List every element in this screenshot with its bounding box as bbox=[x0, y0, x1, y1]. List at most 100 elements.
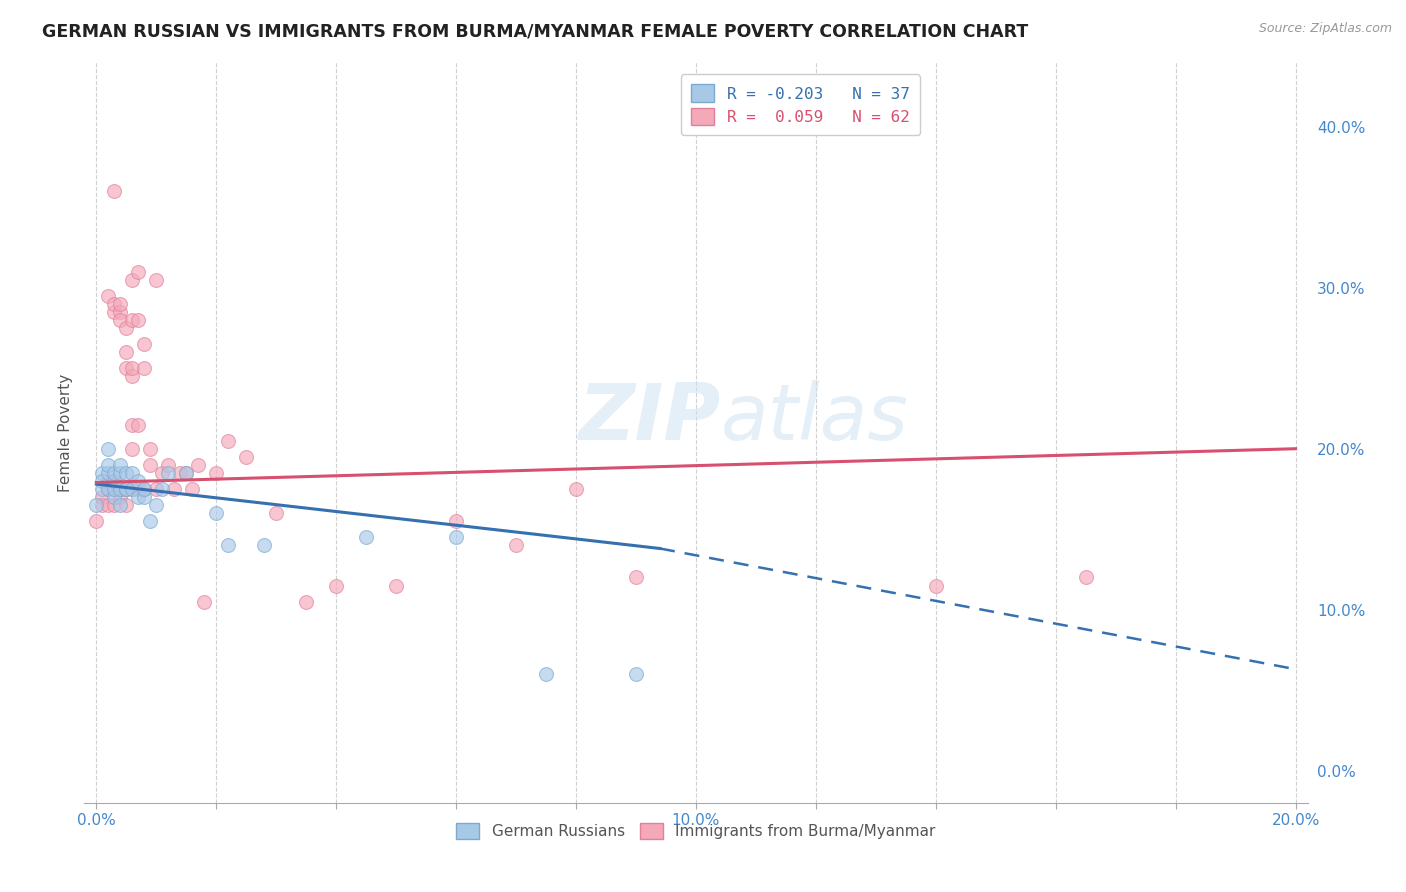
Point bbox=[444, 514, 467, 528]
Text: ZIP: ZIP bbox=[578, 380, 720, 456]
Point bbox=[127, 474, 149, 488]
Point bbox=[145, 273, 167, 287]
Point bbox=[127, 417, 149, 432]
Point bbox=[121, 482, 143, 496]
Point bbox=[110, 482, 132, 496]
Point bbox=[139, 442, 162, 456]
Point bbox=[264, 506, 287, 520]
Point bbox=[624, 570, 647, 584]
Point bbox=[91, 482, 114, 496]
Point bbox=[150, 466, 173, 480]
Point bbox=[134, 361, 156, 376]
Point bbox=[115, 482, 138, 496]
Point bbox=[295, 594, 318, 608]
Point bbox=[110, 466, 132, 480]
Point bbox=[97, 498, 120, 512]
Point bbox=[97, 482, 120, 496]
Point bbox=[115, 345, 138, 359]
Point bbox=[205, 466, 228, 480]
Legend: German Russians, Immigrants from Burma/Myanmar: German Russians, Immigrants from Burma/M… bbox=[449, 815, 943, 847]
Point bbox=[110, 482, 132, 496]
Point bbox=[127, 482, 149, 496]
Point bbox=[103, 184, 125, 198]
Point bbox=[145, 498, 167, 512]
Point bbox=[121, 466, 143, 480]
Text: GERMAN RUSSIAN VS IMMIGRANTS FROM BURMA/MYANMAR FEMALE POVERTY CORRELATION CHART: GERMAN RUSSIAN VS IMMIGRANTS FROM BURMA/… bbox=[42, 22, 1028, 40]
Point bbox=[103, 498, 125, 512]
Point bbox=[103, 490, 125, 504]
Point bbox=[505, 538, 527, 552]
Point bbox=[115, 482, 138, 496]
Point bbox=[157, 466, 180, 480]
Point bbox=[103, 482, 125, 496]
Point bbox=[1074, 570, 1097, 584]
Text: Source: ZipAtlas.com: Source: ZipAtlas.com bbox=[1258, 22, 1392, 36]
Point bbox=[205, 506, 228, 520]
Point bbox=[139, 514, 162, 528]
Point bbox=[103, 474, 125, 488]
Point bbox=[103, 466, 125, 480]
Point bbox=[253, 538, 276, 552]
Point bbox=[91, 498, 114, 512]
Point bbox=[174, 466, 197, 480]
Point bbox=[110, 313, 132, 327]
Point bbox=[534, 667, 557, 681]
Point bbox=[217, 434, 239, 448]
Point bbox=[157, 458, 180, 472]
Point bbox=[110, 297, 132, 311]
Point bbox=[121, 417, 143, 432]
Point bbox=[134, 482, 156, 496]
Point bbox=[134, 482, 156, 496]
Point bbox=[97, 466, 120, 480]
Point bbox=[565, 482, 588, 496]
Point bbox=[134, 490, 156, 504]
Point bbox=[115, 482, 138, 496]
Point bbox=[110, 498, 132, 512]
Point bbox=[624, 667, 647, 681]
Point bbox=[134, 337, 156, 351]
Point bbox=[110, 305, 132, 319]
Point bbox=[187, 458, 209, 472]
Point bbox=[121, 442, 143, 456]
Point bbox=[103, 474, 125, 488]
Point bbox=[91, 474, 114, 488]
Point bbox=[91, 466, 114, 480]
Point bbox=[121, 361, 143, 376]
Point bbox=[110, 458, 132, 472]
Text: atlas: atlas bbox=[720, 380, 908, 456]
Point bbox=[127, 490, 149, 504]
Point bbox=[86, 514, 108, 528]
Point bbox=[181, 482, 204, 496]
Point bbox=[97, 442, 120, 456]
Point bbox=[115, 466, 138, 480]
Point bbox=[139, 458, 162, 472]
Point bbox=[115, 361, 138, 376]
Point bbox=[121, 313, 143, 327]
Point bbox=[115, 321, 138, 335]
Point bbox=[145, 482, 167, 496]
Point bbox=[169, 466, 191, 480]
Point bbox=[174, 466, 197, 480]
Point bbox=[97, 474, 120, 488]
Point bbox=[193, 594, 215, 608]
Point bbox=[444, 530, 467, 544]
Point bbox=[91, 490, 114, 504]
Point bbox=[127, 265, 149, 279]
Point bbox=[97, 458, 120, 472]
Point bbox=[150, 482, 173, 496]
Point bbox=[925, 578, 948, 592]
Point bbox=[86, 498, 108, 512]
Point bbox=[103, 297, 125, 311]
Point bbox=[235, 450, 257, 464]
Point bbox=[121, 369, 143, 384]
Point bbox=[110, 490, 132, 504]
Point bbox=[103, 482, 125, 496]
Point bbox=[325, 578, 347, 592]
Point bbox=[97, 482, 120, 496]
Point bbox=[163, 482, 186, 496]
Point bbox=[97, 289, 120, 303]
Point bbox=[354, 530, 377, 544]
Point bbox=[121, 482, 143, 496]
Point bbox=[115, 498, 138, 512]
Y-axis label: Female Poverty: Female Poverty bbox=[58, 374, 73, 491]
